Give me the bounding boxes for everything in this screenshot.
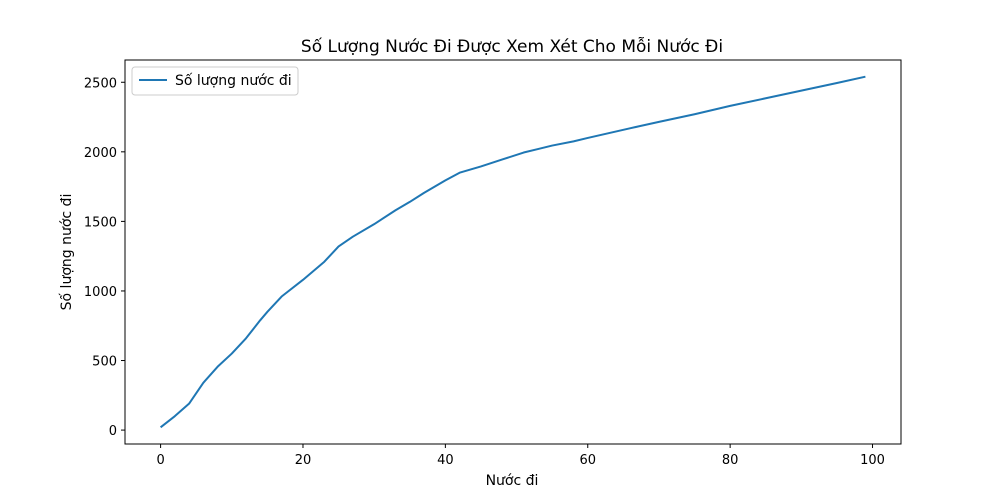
x-tick-label: 100 — [860, 453, 885, 468]
y-axis: 0 500 1000 1500 2000 2500 — [84, 76, 125, 439]
y-tick-label: 2500 — [84, 76, 117, 91]
y-tick-label: 1500 — [84, 215, 117, 230]
x-axis-label: Nước đi — [486, 473, 539, 489]
chart-title: Số Lượng Nước Đi Được Xem Xét Cho Mỗi Nư… — [301, 36, 723, 57]
x-tick-label: 20 — [295, 453, 312, 468]
series-line-0 — [159, 75, 866, 429]
y-tick-label: 2000 — [84, 146, 117, 161]
x-tick-label: 80 — [722, 453, 739, 468]
y-axis-label: Số lượng nước đi — [58, 194, 75, 311]
x-tick-label: 60 — [579, 453, 596, 468]
legend-box — [131, 66, 299, 96]
y-tick-label: 1000 — [84, 285, 117, 300]
y-tick-label: 500 — [92, 355, 117, 370]
x-axis: 0 20 40 60 80 100 — [156, 444, 885, 468]
x-tick-label: 40 — [437, 453, 454, 468]
series-lines — [159, 75, 866, 429]
legend-label: Số lượng nước đi — [175, 72, 292, 89]
plot-frame — [124, 59, 902, 445]
x-tick-label: 0 — [156, 453, 164, 468]
y-tick-label: 0 — [109, 424, 117, 439]
legend: Số lượng nước đi — [131, 66, 299, 96]
